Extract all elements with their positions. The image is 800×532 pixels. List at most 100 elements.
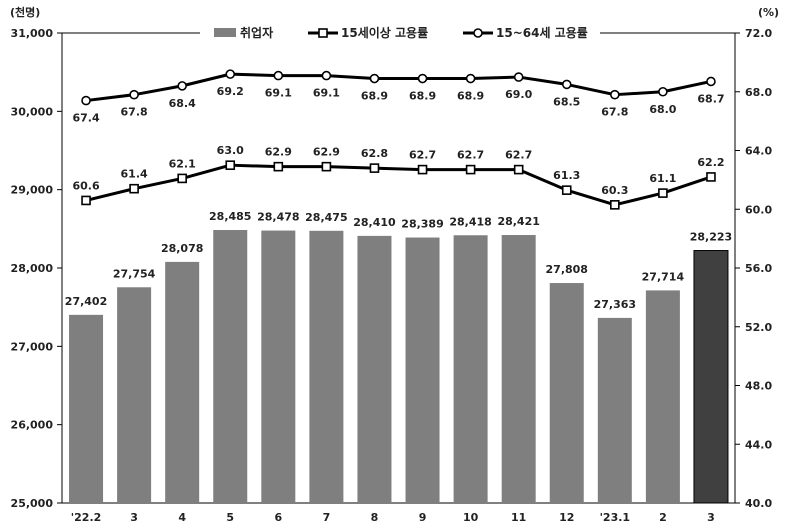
point-marker — [465, 164, 476, 175]
legend-line1-marker — [318, 28, 328, 38]
point-value-label: 67.4 — [72, 112, 99, 125]
x-tick-label: 3 — [130, 511, 138, 524]
right-tick-label: 72.0 — [745, 27, 772, 40]
bar-value-label: 27,363 — [594, 298, 636, 311]
bar — [69, 314, 104, 503]
point-marker — [610, 89, 620, 100]
left-tick-label: 31,000 — [11, 27, 54, 40]
line-series-15plus: 60.6 61.4 62.1 63.0 62.9 62.9 62.8 62.7 62.7 62.7… — [72, 144, 725, 210]
bar — [405, 237, 440, 504]
point-value-label: 60.6 — [72, 179, 99, 192]
point-marker — [81, 195, 91, 206]
point-value-label: 69.2 — [217, 85, 244, 98]
bar — [213, 230, 248, 503]
point-value-label: 63.0 — [217, 144, 244, 157]
point-value-label: 61.3 — [553, 169, 580, 182]
left-tick-label: 25,000 — [11, 497, 54, 510]
right-tick-label: 68.0 — [745, 86, 772, 99]
right-tick-label: 40.0 — [745, 497, 772, 510]
point-value-label: 69.1 — [313, 87, 340, 100]
point-value-label: 62.7 — [457, 149, 484, 162]
point-marker — [513, 72, 524, 82]
point-marker — [177, 173, 187, 184]
point-value-label: 68.9 — [409, 90, 436, 103]
series-line — [85, 72, 712, 103]
point-marker — [369, 73, 380, 84]
bar — [693, 250, 729, 504]
bar-value-label: 28,418 — [449, 215, 491, 228]
left-tick-label: 26,000 — [11, 419, 54, 432]
x-tick-label: '22.2 — [71, 511, 102, 524]
right-tick-label: 56.0 — [745, 262, 772, 275]
x-tick-label: 5 — [226, 511, 234, 524]
point-marker — [417, 73, 428, 84]
bar-value-label: 27,402 — [65, 295, 107, 308]
plot-area — [61, 32, 736, 504]
point-value-label: 68.0 — [649, 103, 676, 116]
left-tick-label: 27,000 — [11, 340, 54, 353]
point-value-label: 67.8 — [121, 106, 148, 119]
x-tick-label: 8 — [371, 511, 379, 524]
x-tick-label: 6 — [274, 511, 282, 524]
point-value-label: 62.1 — [169, 157, 196, 170]
point-value-label: 67.8 — [601, 106, 628, 119]
bar — [453, 235, 488, 504]
bar — [165, 261, 200, 503]
right-tick-label: 44.0 — [745, 438, 772, 451]
point-marker — [225, 69, 236, 79]
bar-value-label: 28,223 — [690, 231, 732, 244]
right-axis-ticks: 40.0 44.0 48.0 52.0 56.0 60.0 64.0 68.0 72.0 — [735, 27, 772, 510]
point-value-label: 61.4 — [121, 168, 148, 181]
point-value-label: 60.3 — [601, 184, 628, 197]
point-value-label: 68.5 — [553, 95, 580, 108]
bar — [261, 230, 296, 503]
bar — [597, 317, 632, 503]
right-axis-unit: (%) — [758, 6, 779, 19]
point-value-label: 68.7 — [697, 92, 724, 105]
point-marker — [273, 70, 284, 81]
left-tick-label: 28,000 — [11, 262, 54, 275]
point-value-label: 61.1 — [649, 172, 676, 185]
x-tick-label: 2 — [659, 511, 667, 524]
line-series-15-64: 67.4 67.8 68.4 69.2 69.1 69.1 68.9 68.9 68.9 69.0… — [72, 69, 725, 125]
left-axis-ticks: 25,000 26,000 27,000 28,000 29,000 30,000 31,0… — [11, 27, 62, 510]
point-value-label: 62.7 — [505, 149, 532, 162]
point-marker — [225, 160, 236, 170]
point-marker — [465, 73, 476, 84]
point-marker — [561, 185, 572, 195]
left-tick-label: 29,000 — [11, 184, 54, 197]
point-marker — [417, 164, 428, 175]
bar-value-label: 28,410 — [353, 216, 396, 229]
point-marker — [658, 188, 668, 198]
point-marker — [513, 164, 524, 175]
point-value-label: 62.9 — [313, 146, 340, 159]
bar-value-label: 28,478 — [257, 211, 299, 224]
bar-series — [69, 230, 729, 504]
x-tick-label: 7 — [323, 511, 331, 524]
bar-value-label: 28,078 — [161, 242, 203, 255]
bar — [309, 230, 344, 503]
x-tick-label: 10 — [463, 511, 479, 524]
point-marker — [706, 172, 716, 182]
legend-line2-label: 15~64세 고용률 — [496, 25, 588, 40]
bar-value-label: 27,714 — [642, 270, 685, 283]
legend-line2-marker — [473, 28, 483, 38]
bar-value-label: 28,389 — [401, 218, 443, 231]
x-axis-tick-labels: '22.2 3 4 5 6 7 8 9 10 11 12 '23.1 2 3 — [71, 511, 715, 524]
point-value-label: 69.0 — [505, 88, 532, 101]
legend: 취업자 15세이상 고용률 15~64세 고용률 — [200, 22, 600, 44]
bar-value-label: 28,485 — [209, 210, 251, 223]
point-marker — [321, 70, 332, 81]
x-tick-label: 12 — [559, 511, 574, 524]
point-value-label: 68.9 — [457, 90, 484, 103]
series-line — [85, 163, 712, 207]
right-tick-label: 60.0 — [745, 203, 772, 216]
x-tick-label: 3 — [707, 511, 715, 524]
point-marker — [177, 81, 187, 91]
bar — [501, 235, 536, 503]
point-value-label: 62.9 — [265, 146, 292, 159]
right-tick-label: 52.0 — [745, 321, 772, 334]
bar — [549, 283, 584, 503]
point-marker — [129, 183, 139, 194]
legend-bar-swatch — [214, 28, 236, 37]
